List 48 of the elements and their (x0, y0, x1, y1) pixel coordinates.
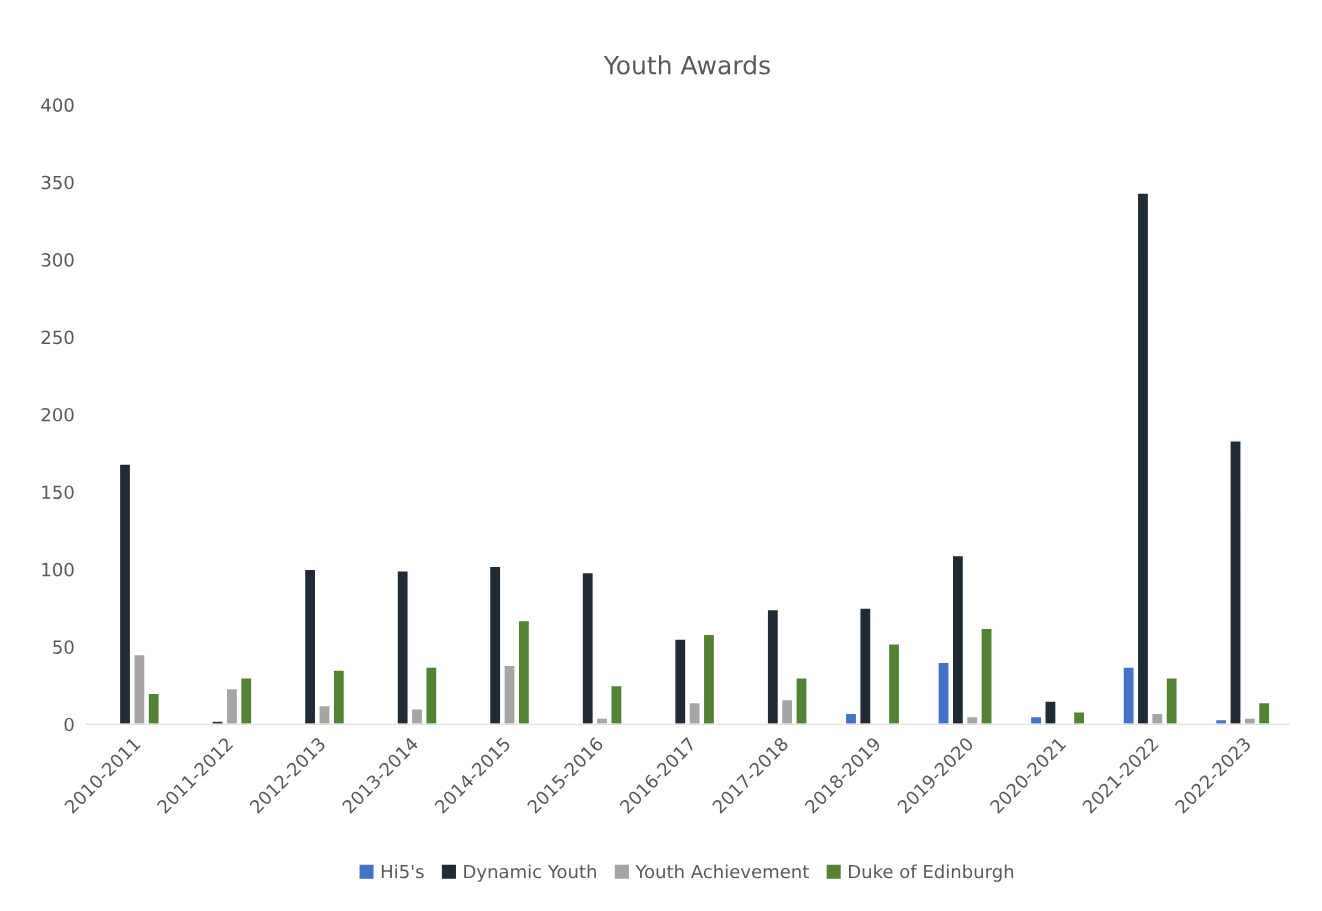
bar (1122, 666, 1135, 725)
bar (795, 677, 808, 725)
bar (410, 708, 424, 725)
bar (488, 565, 502, 725)
bar (332, 669, 346, 725)
bar (1072, 711, 1086, 725)
bar (844, 712, 858, 725)
bar (1044, 700, 1057, 725)
legend-label: Dynamic Youth (464, 864, 596, 882)
bar (1243, 717, 1257, 725)
y-tick-label: 0 (64, 717, 74, 732)
bar (303, 568, 317, 725)
bar (225, 687, 239, 725)
bar (425, 666, 438, 725)
bar (766, 608, 780, 725)
bar (951, 554, 965, 725)
legend-label: Youth Achievement (635, 864, 809, 879)
bar (239, 677, 253, 725)
bar (581, 571, 595, 725)
bar (1257, 701, 1271, 725)
bar (595, 717, 609, 725)
legend-label: Hi5's (381, 864, 424, 879)
y-tick-label: 50 (53, 640, 74, 654)
y-tick-label: 100 (42, 562, 74, 577)
bar (937, 661, 950, 725)
bar (1214, 718, 1228, 725)
bar (887, 643, 901, 725)
bar (211, 720, 224, 725)
bar (610, 684, 623, 725)
y-tick-label: 300 (41, 253, 74, 267)
y-tick-label: 200 (41, 407, 74, 422)
chart-title: Youth Awards (603, 55, 770, 75)
y-tick-label: 400 (41, 98, 74, 112)
bar (503, 664, 516, 725)
bar (1136, 192, 1150, 725)
bar (396, 570, 409, 725)
bar (1229, 440, 1242, 725)
bar (118, 463, 132, 725)
y-tick-label: 150 (42, 485, 74, 500)
legend-label: Duke of Edinburgh (849, 864, 1014, 882)
bar (780, 698, 794, 725)
bar (318, 704, 331, 725)
y-tick-label: 250 (41, 330, 74, 345)
bar (859, 607, 872, 725)
bar (517, 619, 531, 725)
bar (1029, 715, 1043, 725)
bar (702, 633, 716, 725)
y-tick-label: 350 (41, 175, 74, 190)
